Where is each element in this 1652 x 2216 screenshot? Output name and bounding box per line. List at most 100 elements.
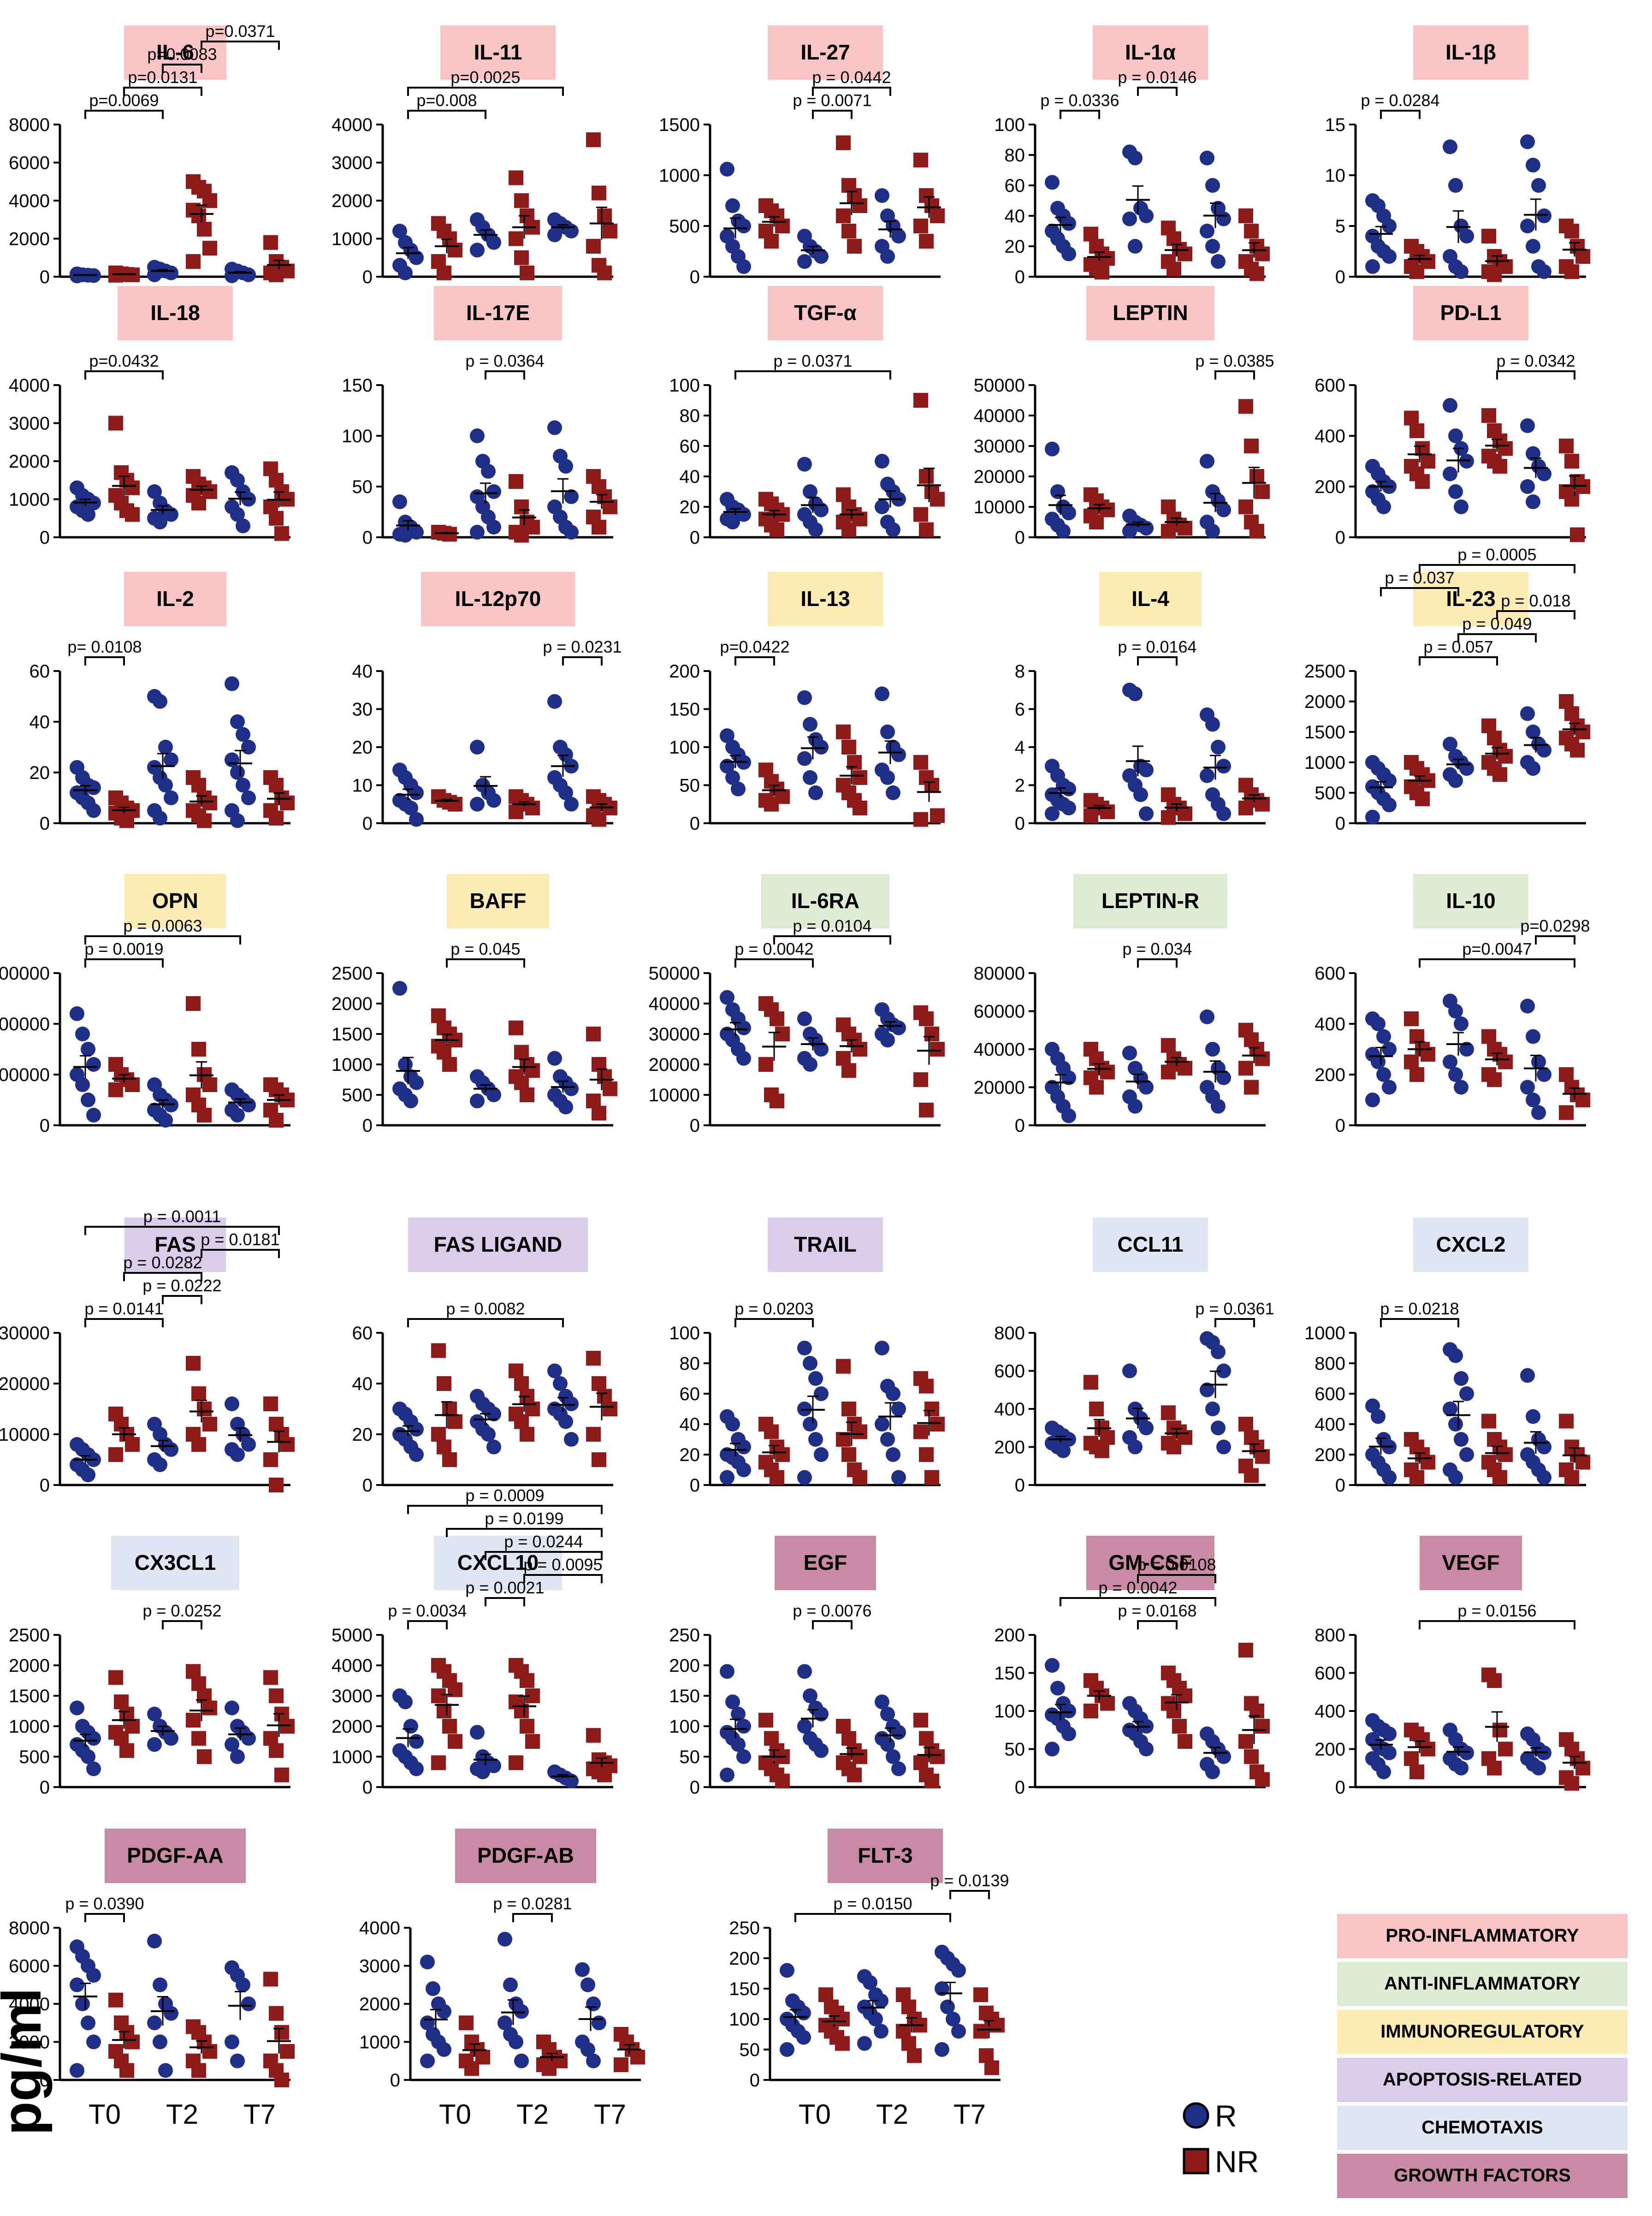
data-point-nr [1089,1402,1104,1416]
chart-title-box [434,1536,562,1590]
data-point-r [1443,139,1457,154]
data-point-r [153,811,167,826]
chart-title-box [105,1829,246,1883]
data-point-r [797,1470,812,1485]
y-tick-label: 20000 [0,1374,50,1394]
data-point-nr [770,1093,784,1109]
chart-title-box [1073,874,1227,928]
data-point-nr [125,507,140,522]
data-point-nr [1249,469,1264,484]
data-point-r [592,2015,606,2031]
y-tick-label: 4000 [359,1918,400,1938]
y-tick-label: 1000 [9,1717,50,1737]
data-point-r [1531,1105,1546,1120]
y-tick-label: 60000 [974,1002,1025,1022]
data-point-nr [592,520,606,535]
chart-title-box [768,25,883,80]
x-tick-label: T0 [89,2099,121,2130]
data-point-r [1526,158,1540,172]
data-point-nr [191,2063,206,2078]
significance-bracket [1137,1620,1178,1629]
chart-title: PDGF-AA [127,1843,224,1867]
chart-title: IL-2 [156,587,194,611]
data-point-r [814,1386,829,1401]
x-tick-label: T2 [166,2099,198,2130]
data-point-nr [919,469,934,484]
data-point-nr [125,480,140,495]
data-point-r [230,1749,245,1764]
significance-bracket [1380,587,1459,596]
data-point-r [409,812,424,827]
y-tick-label: 150 [342,375,373,396]
y-tick-label: 2500 [1304,661,1345,682]
y-tick-label: 0 [362,1116,373,1136]
data-point-r [1200,768,1214,783]
data-point-nr [269,778,284,793]
chart-title: IL-1β [1445,40,1496,64]
p-value-label: p = 0.0011 [143,1207,221,1226]
significance-bracket [84,656,125,665]
data-point-nr [269,511,284,526]
data-point-nr [542,2061,557,2076]
data-point-nr [1487,1673,1502,1688]
data-point-r [475,1764,490,1779]
chart-title: PDGF-AB [477,1843,574,1867]
chart-title: TRAIL [794,1232,856,1256]
data-point-r [1448,1470,1463,1485]
data-point-nr [1492,767,1507,782]
data-point-r [86,803,101,818]
data-point-r [81,1467,95,1482]
data-point-nr [1161,810,1176,825]
data-point-r [736,1719,751,1734]
data-point-nr [853,1424,867,1439]
y-tick-label: 1000 [9,490,50,510]
data-point-nr [202,1417,217,1432]
chart-title: CXCL2 [1436,1232,1506,1256]
data-point-r [225,752,239,767]
data-point-r [1454,1432,1468,1447]
data-point-r [1216,1363,1231,1378]
data-point-nr [603,224,617,238]
data-point-r [75,1027,90,1041]
data-point-nr [1487,267,1502,282]
y-tick-label: 50 [680,776,700,796]
data-point-nr [125,1077,140,1092]
data-point-r [725,515,740,529]
y-tick-label: 100 [342,426,373,446]
data-point-r [725,770,740,785]
data-point-r [470,796,485,812]
data-point-r [514,2004,529,2019]
data-point-nr [1498,441,1513,456]
y-tick-label: 600 [1314,1663,1345,1684]
data-point-nr [119,813,134,828]
data-point-r [1382,249,1397,264]
legend-marker-nr [1183,2148,1209,2174]
data-point-nr [586,1027,601,1041]
y-tick-label: 40 [680,1414,700,1435]
y-tick-label: 40000 [974,406,1025,426]
data-point-r [940,1999,955,2014]
data-point-r [1139,1420,1154,1436]
chart-title: EGF [804,1551,847,1574]
p-value-label: p=0.0432 [89,351,159,370]
chart-title-box [1413,286,1528,340]
data-point-r [875,686,889,701]
data-point-r [86,1057,101,1072]
significance-bracket [512,1913,553,1922]
legend-label-r: R [1215,2099,1237,2133]
data-point-r [164,752,178,767]
chart-title-box [124,572,226,626]
data-point-nr [1238,499,1253,514]
y-tick-label: 50000 [974,375,1025,396]
data-point-nr [431,1427,446,1442]
category-legend: PRO-INFLAMMATORY ANTI-INFLAMMATORY IMMUNOR… [1337,1914,1628,2198]
data-point-nr [520,1087,534,1102]
category-legend-label: ANTI-INFLAMMATORY [1384,1973,1581,1994]
data-point-nr [1166,261,1181,277]
data-point-r [886,785,900,800]
significance-bracket [123,1272,202,1281]
p-value-label: p = 0.0019 [84,939,163,958]
y-tick-label: 4000 [9,375,50,396]
data-point-r [75,1996,90,2011]
chart-title-box [124,25,226,80]
